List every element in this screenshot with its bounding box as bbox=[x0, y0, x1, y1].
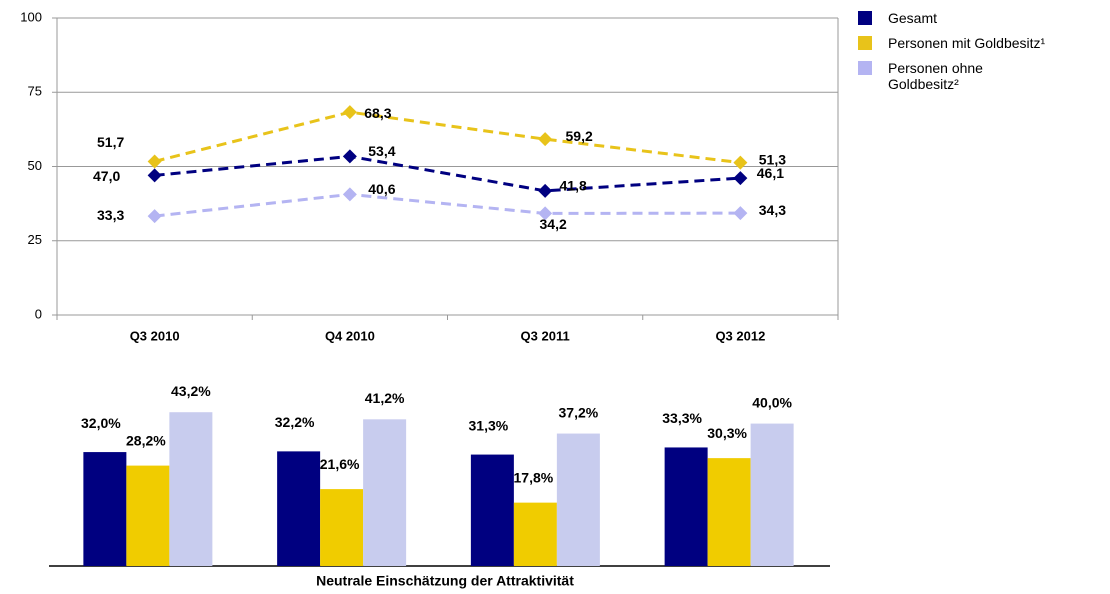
data-label: 21,6% bbox=[320, 456, 360, 472]
point bbox=[147, 168, 162, 183]
bar bbox=[470, 454, 514, 566]
data-label: 59,2 bbox=[566, 128, 593, 144]
point bbox=[538, 206, 553, 221]
data-label: 41,2% bbox=[365, 390, 405, 406]
data-label: 41,8 bbox=[560, 178, 587, 194]
data-label: 43,2% bbox=[171, 383, 211, 399]
legend-swatch bbox=[858, 36, 872, 50]
data-label: 51,3 bbox=[759, 151, 786, 167]
y-tick-label: 100 bbox=[20, 9, 42, 24]
point bbox=[342, 187, 357, 202]
x-tick-label: Q3 2012 bbox=[715, 328, 765, 343]
data-label: 32,0% bbox=[81, 415, 121, 431]
bar bbox=[83, 452, 127, 566]
point bbox=[733, 155, 748, 170]
data-label: 47,0 bbox=[93, 168, 120, 184]
bar bbox=[707, 458, 751, 566]
legend-entry: Gesamt bbox=[858, 10, 1045, 26]
bar bbox=[320, 489, 364, 566]
data-label: 33,3% bbox=[662, 410, 702, 426]
data-label: 34,3 bbox=[759, 202, 786, 218]
x-tick-label: Q3 2011 bbox=[521, 328, 570, 343]
point bbox=[538, 183, 553, 198]
bar bbox=[126, 465, 170, 566]
x-tick-label: Q4 2010 bbox=[325, 328, 375, 343]
point bbox=[147, 154, 162, 169]
legend-label: Gesamt bbox=[888, 10, 938, 26]
bar bbox=[277, 451, 321, 566]
series-line bbox=[154, 154, 741, 193]
data-label: 40,6 bbox=[368, 181, 395, 197]
bar bbox=[363, 419, 407, 566]
data-label: 30,3% bbox=[707, 425, 747, 441]
data-label: 28,2% bbox=[126, 432, 166, 448]
point bbox=[733, 206, 748, 221]
y-tick-label: 25 bbox=[28, 232, 42, 247]
data-label: 68,3 bbox=[364, 105, 391, 121]
legend-swatch bbox=[858, 61, 872, 75]
legend: Gesamt Personen mit Goldbesitz¹ Personen o… bbox=[858, 10, 1045, 101]
data-label: 17,8% bbox=[514, 469, 554, 485]
data-label: 40,0% bbox=[752, 394, 792, 410]
data-label: 34,2 bbox=[540, 216, 567, 232]
legend-label: Personen mit Goldbesitz¹ bbox=[888, 35, 1046, 51]
data-label: 37,2% bbox=[559, 404, 599, 420]
data-label: 33,3 bbox=[97, 207, 124, 223]
point bbox=[147, 209, 162, 224]
bar bbox=[169, 412, 213, 566]
y-tick-label: 50 bbox=[28, 158, 42, 173]
data-label: 32,2% bbox=[275, 414, 315, 430]
point bbox=[538, 132, 553, 147]
bar bbox=[513, 502, 557, 566]
legend-entry: Personen mit Goldbesitz¹ bbox=[858, 35, 1045, 51]
point bbox=[342, 149, 357, 164]
y-tick-label: 0 bbox=[35, 306, 42, 321]
bar bbox=[664, 447, 708, 566]
bar bbox=[556, 433, 600, 566]
bar bbox=[750, 423, 794, 566]
data-label: 46,1 bbox=[757, 165, 784, 181]
data-label: 51,7 bbox=[97, 134, 124, 150]
series-line bbox=[154, 192, 741, 218]
point bbox=[342, 105, 357, 120]
y-tick-label: 75 bbox=[28, 84, 42, 99]
point bbox=[733, 171, 748, 186]
legend-entry: Personen ohne Goldbesitz² bbox=[858, 60, 1045, 92]
x-tick-label: Q3 2010 bbox=[130, 328, 180, 343]
legend-label: Personen ohne Goldbesitz² bbox=[888, 60, 983, 92]
x-axis-label: Neutrale Einschätzung der Attraktivität bbox=[316, 573, 574, 589]
series-line bbox=[154, 110, 741, 165]
legend-swatch bbox=[858, 11, 872, 25]
data-label: 53,4 bbox=[368, 143, 395, 159]
data-label: 31,3% bbox=[469, 417, 509, 433]
